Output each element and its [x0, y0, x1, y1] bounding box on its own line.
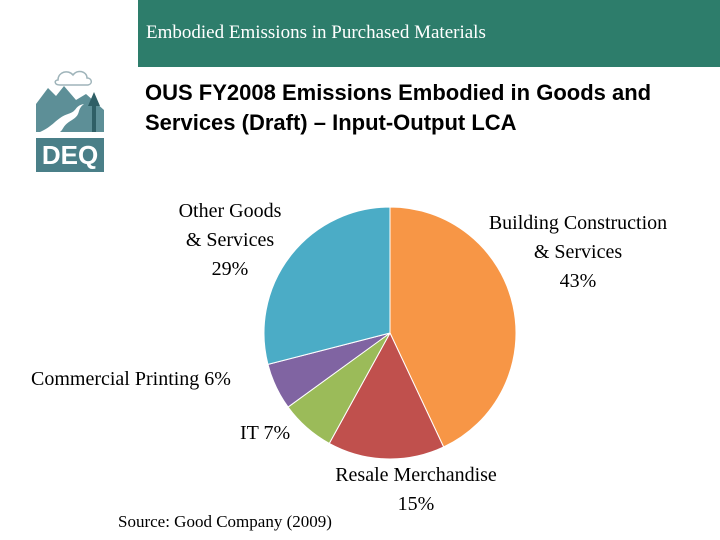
- logo-landscape-icon: [36, 86, 104, 132]
- logo-tree-icon: [88, 92, 100, 132]
- label-printing-line1: Commercial Printing 6%: [31, 368, 231, 390]
- source-note: Source: Good Company (2009): [118, 512, 332, 531]
- label-building-line2: & Services: [533, 241, 623, 263]
- logo-cloud-icon: [54, 70, 92, 86]
- label-resale-merchandise: Resale Merchandise 15%: [306, 461, 526, 519]
- label-building-construction: Building Construction & Services 43%: [470, 209, 686, 296]
- label-other-line2: & Services: [185, 229, 275, 251]
- label-other-line1: Other Goods: [178, 200, 282, 222]
- logo-river-icon: [40, 104, 84, 132]
- label-building-line1: Building Construction: [488, 212, 668, 234]
- banner-title: Embodied Emissions in Purchased Material…: [146, 22, 486, 43]
- chart-title: OUS FY2008 Emissions Embodied in Goods a…: [145, 80, 652, 135]
- logo-deq-text: DEQ: [42, 140, 98, 170]
- label-building-pct: 43%: [559, 270, 597, 292]
- pie-slice-building-construction-services: [389, 206, 517, 448]
- label-it: IT 7%: [240, 419, 290, 448]
- label-commercial-printing: Commercial Printing 6%: [31, 365, 231, 394]
- label-other-goods: Other Goods & Services 29%: [150, 197, 310, 284]
- label-resale-pct: 15%: [397, 493, 435, 515]
- label-it-line1: IT 7%: [240, 422, 291, 444]
- label-other-pct: 29%: [211, 258, 249, 280]
- pie-slice-resale-merchandise: [328, 331, 445, 460]
- deq-logo: DEQ: [36, 70, 104, 172]
- logo-deq-box: [36, 138, 104, 172]
- title-banner: Embodied Emissions in Purchased Material…: [138, 0, 720, 67]
- label-resale-line1: Resale Merchandise: [335, 464, 497, 486]
- pie-slice-other-goods-services: [263, 206, 391, 365]
